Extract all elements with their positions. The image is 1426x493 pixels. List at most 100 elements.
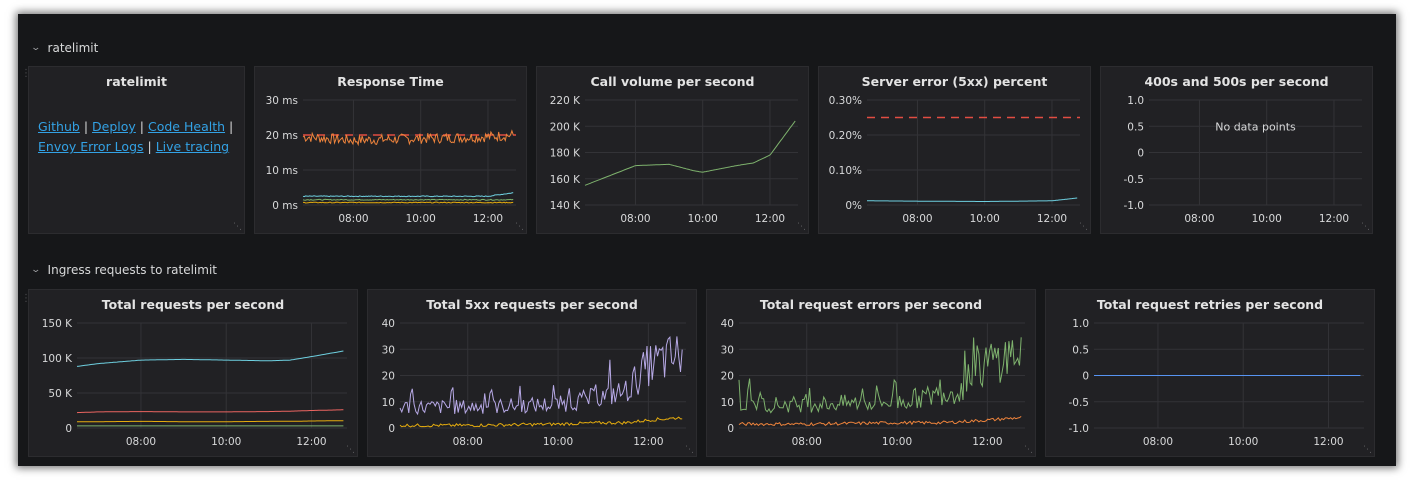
panel-title[interactable]: Call volume per second <box>590 74 755 89</box>
x-tick-label: 12:00 <box>1319 213 1349 225</box>
chevron-down-icon: ⌄ <box>30 43 42 53</box>
x-tick-label: 12:00 <box>972 436 1002 448</box>
link-separator: | <box>147 139 152 154</box>
panel-title[interactable]: Total requests per second <box>101 297 285 312</box>
drag-handle-icon[interactable]: ⋮ <box>21 68 31 79</box>
x-tick-label: 12:00 <box>1037 213 1067 225</box>
y-tick-label: -1.0 <box>1124 200 1145 212</box>
resize-handle-icon[interactable]: ⋱ <box>233 222 242 232</box>
panel-title[interactable]: Server error (5xx) percent <box>861 74 1048 89</box>
resize-handle-icon[interactable]: ⋱ <box>1363 445 1372 455</box>
x-tick-label: 08:00 <box>1184 213 1214 225</box>
y-tick-label: 50 K <box>48 388 73 400</box>
y-tick-label: 180 K <box>550 148 581 160</box>
panel-title[interactable]: Total request errors per second <box>759 297 983 312</box>
panel-title[interactable]: Total 5xx requests per second <box>426 297 638 312</box>
resize-handle-icon[interactable]: ⋱ <box>1079 222 1088 232</box>
resize-handle-icon[interactable]: ⋱ <box>797 222 806 232</box>
chart-svg: 40 30 20 10 0 08:00 10:00 12:00 <box>721 318 1025 448</box>
y-tick-label: 0 ms <box>272 200 298 212</box>
x-tick-label: 10:00 <box>543 436 573 448</box>
y-tick-label: 0 <box>727 423 734 435</box>
series-line <box>867 197 1078 202</box>
panel-title[interactable]: ratelimit <box>106 74 167 89</box>
envoy-error-logs-link[interactable]: Envoy Error Logs <box>38 139 144 154</box>
y-tick-label: 150 K <box>42 318 73 330</box>
y-tick-label: 30 ms <box>266 95 298 107</box>
row-ingress-requests[interactable]: ⌄ Ingress requests to ratelimit <box>30 260 217 280</box>
y-tick-label: 220 K <box>550 95 581 107</box>
y-tick-label: -0.5 <box>1069 397 1090 409</box>
panel-call-volume: 220 K 200 K 180 K 160 K 140 K 08:00 10:00 12:00… <box>536 66 809 234</box>
series-line <box>302 198 514 201</box>
chart-svg: 30 ms 20 ms 10 ms 0 ms 08:00 10:00 12:00 <box>266 95 516 225</box>
y-tick-label: 200 K <box>550 121 581 133</box>
y-tick-label: 160 K <box>550 174 581 186</box>
link-separator: | <box>229 119 234 134</box>
x-tick-label: 08:00 <box>792 436 822 448</box>
no-data-label: No data points <box>1215 120 1296 133</box>
resize-handle-icon[interactable]: ⋱ <box>515 222 524 232</box>
series-line <box>76 350 344 367</box>
resize-handle-icon[interactable]: ⋱ <box>346 445 355 455</box>
github-link[interactable]: Github <box>38 119 80 134</box>
row-ratelimit[interactable]: ⌄ ratelimit <box>30 38 99 58</box>
chart-svg: 150 K 100 K 50 K 0 08:00 10:00 12:00 <box>42 318 347 448</box>
row-title: Ingress requests to ratelimit <box>47 263 217 277</box>
panel-total-errors: 40 30 20 10 0 08:00 10:00 12:00 Total request er… <box>706 289 1036 457</box>
y-tick-label: 40 <box>721 318 734 330</box>
series-line <box>399 336 683 416</box>
y-tick-label: 0.5 <box>1072 344 1089 356</box>
chart-svg: 40 30 20 10 0 08:00 10:00 12:00 <box>382 318 686 448</box>
series-line <box>302 192 514 198</box>
x-tick-label: 10:00 <box>406 213 436 225</box>
y-tick-label: 10 <box>721 397 734 409</box>
y-tick-label: 0.10% <box>829 165 862 177</box>
x-tick-label: 08:00 <box>902 213 932 225</box>
chevron-down-icon: ⌄ <box>30 265 42 275</box>
resize-handle-icon[interactable]: ⋱ <box>685 445 694 455</box>
code-health-link[interactable]: Code Health <box>148 119 226 134</box>
chart-svg: 0.30% 0.20% 0.10% 0% 08:00 10:00 12:00 <box>829 95 1080 225</box>
live-tracing-link[interactable]: Live tracing <box>155 139 230 154</box>
x-tick-label: 12:00 <box>473 213 503 225</box>
y-tick-label: 30 <box>382 344 395 356</box>
deploy-link[interactable]: Deploy <box>92 119 136 134</box>
y-tick-label: 0.20% <box>829 130 862 142</box>
panel-title[interactable]: 400s and 500s per second <box>1144 74 1329 89</box>
drag-handle-icon[interactable]: ⋮ <box>21 293 31 304</box>
resize-handle-icon[interactable]: ⋱ <box>1361 222 1370 232</box>
row-title: ratelimit <box>47 41 99 55</box>
resize-handle-icon[interactable]: ⋱ <box>1024 445 1033 455</box>
series-line <box>584 120 796 186</box>
x-tick-label: 08:00 <box>1143 436 1173 448</box>
x-tick-label: 10:00 <box>882 436 912 448</box>
link-separator: | <box>139 119 145 134</box>
panel-server-error-percent: 0.30% 0.20% 0.10% 0% 08:00 10:00 12:00 Server e… <box>818 66 1091 234</box>
y-tick-label: 10 <box>382 397 395 409</box>
series-line <box>76 409 344 414</box>
y-tick-label: 1.0 <box>1127 95 1144 107</box>
series-line <box>77 420 344 423</box>
y-tick-label: 0.5 <box>1127 121 1144 133</box>
x-tick-label: 12:00 <box>755 213 785 225</box>
y-tick-label: 10 ms <box>266 165 298 177</box>
panel-total-requests: 150 K 100 K 50 K 0 08:00 10:00 12:00 Total requ… <box>28 289 358 457</box>
y-tick-label: 1.0 <box>1072 318 1089 330</box>
chart-svg: 1.0 0.5 0 -0.5 -1.0 08:00 10:00 12:00 <box>1069 318 1364 448</box>
x-tick-label: 12:00 <box>633 436 663 448</box>
y-tick-label: 0 <box>1082 371 1089 383</box>
panel-400s-500s: 1.0 0.5 0 -0.5 -1.0 08:00 10:00 12:00 No data po… <box>1100 66 1373 234</box>
panel-title[interactable]: Total request retries per second <box>1096 297 1324 312</box>
y-tick-label: -0.5 <box>1124 174 1145 186</box>
panel-title[interactable]: Response Time <box>337 74 444 89</box>
panel-response-time: 30 ms 20 ms 10 ms 0 ms 08:00 10:00 12:00 Respon… <box>254 66 527 234</box>
link-separator: | <box>83 119 89 134</box>
x-tick-label: 08:00 <box>620 213 650 225</box>
chart-svg: 220 K 200 K 180 K 160 K 140 K 08:00 10:00 12:00 <box>550 95 798 225</box>
y-tick-label: 0 <box>1137 148 1144 160</box>
x-tick-label: 08:00 <box>126 436 156 448</box>
y-tick-label: 0 <box>65 423 72 435</box>
series-line <box>738 415 1022 427</box>
panel-ratelimit-links: ratelimit Github | Deploy | Code Health … <box>28 66 245 234</box>
